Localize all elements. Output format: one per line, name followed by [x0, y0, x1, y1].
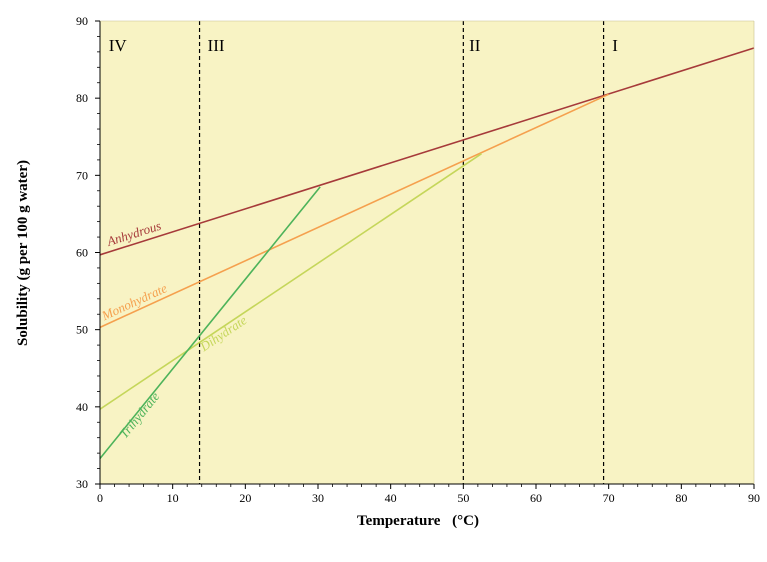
x-tick-label: 0 — [97, 491, 103, 505]
plot-area — [100, 21, 754, 484]
y-tick-label: 30 — [76, 477, 88, 491]
region-boundaries — [198, 21, 605, 484]
region-label: I — [612, 36, 618, 55]
x-tick-label: 20 — [239, 491, 251, 505]
series-line-anhydrous — [99, 47, 755, 256]
y-tick-label: 60 — [76, 246, 88, 260]
y-tick-label: 40 — [76, 400, 88, 414]
x-tick-label: 80 — [675, 491, 687, 505]
x-axis-title-unit: (°C) — [452, 513, 479, 529]
y-axis-title: Solubility (g per 100 g water) — [15, 160, 31, 346]
x-axis-ticks: 0 10 20 30 40 50 60 70 80 90 — [97, 484, 760, 505]
x-tick-label: 90 — [748, 491, 760, 505]
x-tick-label: 40 — [385, 491, 397, 505]
x-tick-label: 70 — [603, 491, 615, 505]
y-tick-label: 90 — [76, 14, 88, 28]
x-tick-label: 10 — [167, 491, 179, 505]
series-line-dihydrate — [99, 153, 482, 410]
region-labels: IV III II I — [109, 36, 619, 55]
x-axis-title: Temperature (°C) — [357, 513, 479, 529]
series-line-monohydrate — [99, 93, 609, 329]
y-tick-label: 80 — [76, 91, 88, 105]
y-axis-ticks: 30 40 50 60 70 80 90 — [76, 14, 100, 491]
x-tick-label: 60 — [530, 491, 542, 505]
region-label: II — [469, 36, 481, 55]
x-tick-label: 50 — [457, 491, 469, 505]
x-tick-label: 30 — [312, 491, 324, 505]
region-label: IV — [109, 36, 128, 55]
series-lines — [99, 47, 755, 460]
y-tick-label: 50 — [76, 323, 88, 337]
series-line-trihydrate — [99, 186, 321, 460]
y-tick-label: 70 — [76, 168, 88, 182]
region-label: III — [208, 36, 225, 55]
x-axis-title-text: Temperature — [357, 513, 441, 529]
